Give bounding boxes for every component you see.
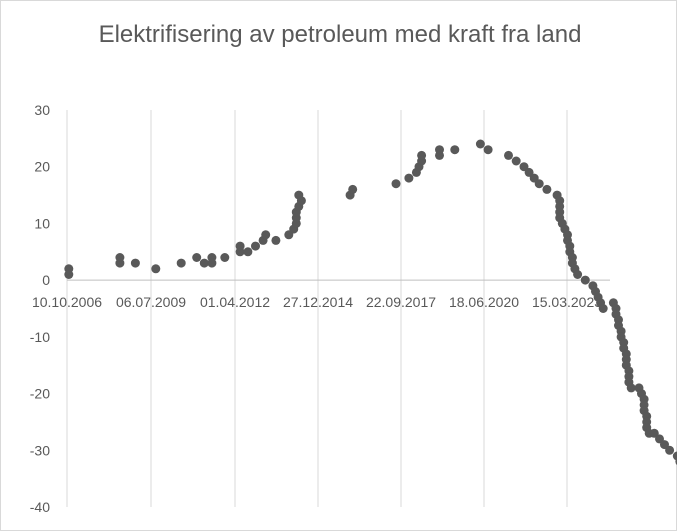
x-tick-label: 22.09.2017 <box>366 294 436 310</box>
data-point <box>475 139 485 149</box>
data-point <box>235 241 245 251</box>
data-point <box>483 145 493 155</box>
data-point <box>511 156 521 166</box>
y-tick-label: -10 <box>30 329 50 345</box>
data-point <box>192 253 202 262</box>
gridlines <box>66 110 568 507</box>
y-tick-label: 10 <box>34 215 50 231</box>
y-tick-label: -20 <box>30 386 50 402</box>
y-tick-label: -40 <box>30 499 50 515</box>
data-point <box>251 241 260 251</box>
data-point <box>130 258 140 268</box>
data-point <box>598 304 608 313</box>
x-tick-label: 06.07.2009 <box>116 294 186 310</box>
data-point <box>207 258 217 268</box>
data-point <box>542 184 552 194</box>
data-point <box>64 270 74 279</box>
data-point <box>404 173 414 183</box>
data-point <box>435 145 444 155</box>
data-point <box>417 150 427 160</box>
data-point <box>296 196 306 206</box>
data-point <box>504 150 513 160</box>
x-tick-label: 18.06.2020 <box>449 294 519 310</box>
y-tick-label: -30 <box>30 442 50 458</box>
data-point <box>176 258 186 268</box>
data-point <box>261 230 271 240</box>
data-point <box>450 145 460 155</box>
data-point <box>672 451 677 461</box>
data-point <box>391 179 401 189</box>
data-point <box>534 179 544 189</box>
y-tick-label: 30 <box>34 102 50 118</box>
data-point <box>220 253 230 262</box>
x-tick-label: 27.12.2014 <box>283 294 353 310</box>
data-point <box>626 383 636 393</box>
data-point <box>199 258 209 268</box>
data-point <box>665 445 675 455</box>
data-point <box>151 264 161 274</box>
y-tick-label: 20 <box>34 159 50 175</box>
y-tick-label: 0 <box>42 272 50 288</box>
chart-title: Elektrifisering av petroleum med kraft f… <box>98 21 582 48</box>
data-point <box>348 184 358 194</box>
x-tick-labels: 10.10.2006 06.07.2009 01.04.2012 27.12.2014… <box>32 294 602 310</box>
x-tick-label: 15.03.2023 <box>532 294 602 310</box>
y-tick-labels: 30 20 10 0 -10 -20 -30 -40 <box>30 102 50 515</box>
x-tick-label: 01.04.2012 <box>200 294 270 310</box>
data-point <box>271 235 281 245</box>
x-tick-label: 10.10.2006 <box>32 294 102 310</box>
data-point <box>580 275 590 285</box>
data-point <box>573 270 583 279</box>
data-point <box>115 253 125 262</box>
data-point <box>243 247 253 257</box>
data-points <box>64 139 677 466</box>
